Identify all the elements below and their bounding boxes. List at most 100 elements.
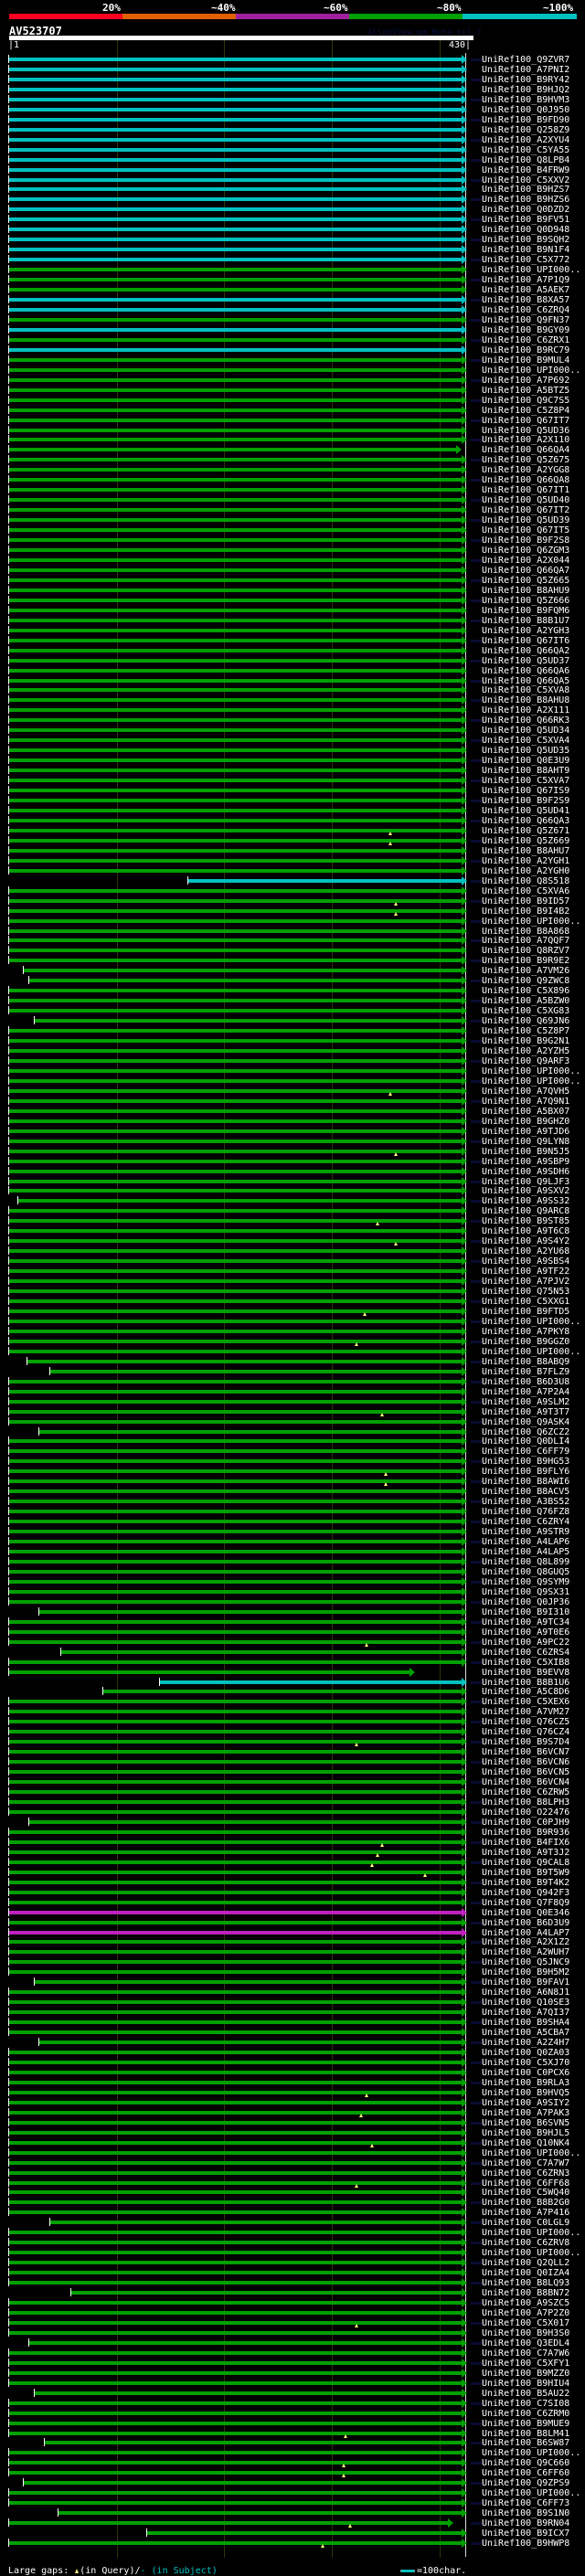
alignment-row[interactable]: UniRef100_A5C8D6 bbox=[0, 1687, 585, 1697]
alignment-bar[interactable] bbox=[9, 1159, 462, 1163]
alignment-bar[interactable] bbox=[9, 268, 462, 272]
hit-label[interactable]: UniRef100_Q5Z671 bbox=[482, 825, 570, 836]
hit-label[interactable]: UniRef100_UPI000.. bbox=[482, 2248, 581, 2259]
alignment-bar[interactable] bbox=[9, 588, 462, 592]
alignment-bar[interactable] bbox=[9, 1710, 462, 1714]
alignment-bar[interactable] bbox=[34, 2390, 462, 2395]
hit-label[interactable]: UniRef100_B9FAV1 bbox=[482, 1977, 570, 1988]
hit-label[interactable]: UniRef100_Q66QA5 bbox=[482, 675, 570, 686]
alignment-bar[interactable] bbox=[9, 1740, 462, 1744]
hit-label[interactable]: UniRef100_B9FD90 bbox=[482, 114, 570, 125]
alignment-bar[interactable] bbox=[9, 1510, 462, 1514]
hit-label[interactable]: UniRef100_Q67IT2 bbox=[482, 505, 570, 516]
hit-label[interactable]: UniRef100_A9T6C8 bbox=[482, 1226, 570, 1237]
hit-label[interactable]: UniRef100_Q67IS9 bbox=[482, 786, 570, 797]
alignment-bar[interactable] bbox=[9, 769, 462, 773]
hit-label[interactable]: UniRef100_Q0DLI4 bbox=[482, 1436, 570, 1447]
alignment-bar[interactable] bbox=[9, 2070, 462, 2074]
hit-label[interactable]: UniRef100_C6ZRM0 bbox=[482, 2408, 570, 2419]
alignment-bar[interactable] bbox=[9, 1169, 462, 1173]
alignment-bar[interactable] bbox=[9, 1540, 462, 1544]
alignment-row[interactable]: UniRef100_B9SHA4 bbox=[0, 2018, 585, 2028]
alignment-row[interactable]: UniRef100_B7FLZ9 bbox=[0, 1366, 585, 1377]
hit-label[interactable]: UniRef100_A2YU68 bbox=[482, 1246, 570, 1257]
alignment-bar[interactable] bbox=[9, 1289, 462, 1294]
alignment-bar[interactable] bbox=[9, 2020, 462, 2025]
hit-label[interactable]: UniRef100_Q69JN6 bbox=[482, 1016, 570, 1027]
alignment-row[interactable]: UniRef100_B9T5W9 bbox=[0, 1867, 585, 1878]
alignment-row[interactable]: UniRef100_UPI000.. bbox=[0, 2248, 585, 2258]
alignment-row[interactable]: UniRef100_B8LPH3 bbox=[0, 1797, 585, 1807]
alignment-bar[interactable] bbox=[9, 167, 462, 172]
alignment-bar[interactable] bbox=[9, 2150, 462, 2155]
hit-label[interactable]: UniRef100_Q66RK3 bbox=[482, 716, 570, 726]
alignment-row[interactable]: UniRef100_A9STR9 bbox=[0, 1527, 585, 1537]
alignment-bar[interactable] bbox=[9, 2080, 462, 2084]
hit-label[interactable]: UniRef100_A9T3J2 bbox=[482, 1847, 570, 1858]
alignment-bar[interactable] bbox=[9, 618, 462, 622]
hit-label[interactable]: UniRef100_A7P2Z0 bbox=[482, 2308, 570, 2318]
alignment-bar[interactable] bbox=[9, 1059, 462, 1063]
alignment-bar[interactable] bbox=[9, 1960, 462, 1965]
alignment-row[interactable]: UniRef100_C6FF79 bbox=[0, 1447, 585, 1457]
hit-label[interactable]: UniRef100_B9ICX7 bbox=[482, 2528, 570, 2539]
alignment-bar[interactable] bbox=[9, 1239, 462, 1244]
alignment-bar[interactable] bbox=[9, 2491, 462, 2496]
alignment-bar[interactable] bbox=[9, 518, 462, 523]
hit-label[interactable]: UniRef100_A9PC22 bbox=[482, 1637, 570, 1648]
hit-label[interactable]: UniRef100_A4LAP7 bbox=[482, 1927, 570, 1938]
alignment-bar[interactable] bbox=[9, 678, 462, 683]
hit-label[interactable]: UniRef100_Q9ZPS9 bbox=[482, 2478, 570, 2489]
hit-label[interactable]: UniRef100_Q5Z669 bbox=[482, 835, 570, 846]
alignment-row[interactable]: UniRef100_C7SI08 bbox=[0, 2398, 585, 2409]
alignment-row[interactable]: UniRef100_B9FAV1 bbox=[0, 1977, 585, 1988]
alignment-row[interactable]: UniRef100_A7Q9N1 bbox=[0, 1096, 585, 1107]
alignment-row[interactable]: UniRef100_A2X044 bbox=[0, 556, 585, 566]
alignment-row[interactable]: UniRef100_C5XG83 bbox=[0, 1006, 585, 1016]
alignment-bar[interactable] bbox=[9, 1579, 462, 1584]
hit-label[interactable]: UniRef100_B8XA57 bbox=[482, 295, 570, 306]
hit-label[interactable]: UniRef100_Q0IZA4 bbox=[482, 2268, 570, 2279]
alignment-row[interactable]: UniRef100_UPI000.. bbox=[0, 2448, 585, 2458]
hit-label[interactable]: UniRef100_C5XIB8 bbox=[482, 1657, 570, 1668]
alignment-row[interactable]: UniRef100_Q0DLI4 bbox=[0, 1436, 585, 1447]
hit-label[interactable]: UniRef100_B6SVN5 bbox=[482, 2117, 570, 2128]
alignment-row[interactable]: UniRef100_B8AHU7 bbox=[0, 845, 585, 856]
hit-label[interactable]: UniRef100_B9H3S0 bbox=[482, 2327, 570, 2338]
alignment-bar[interactable] bbox=[9, 1629, 462, 1634]
hit-label[interactable]: UniRef100_UPI000.. bbox=[482, 2488, 581, 2499]
hit-label[interactable]: UniRef100_B8B1U6 bbox=[482, 1677, 570, 1688]
alignment-bar[interactable] bbox=[9, 2301, 462, 2306]
hit-label[interactable]: UniRef100_C5XXV2 bbox=[482, 175, 570, 186]
alignment-bar[interactable] bbox=[9, 418, 462, 422]
alignment-row[interactable]: UniRef100_B9HZS6 bbox=[0, 195, 585, 205]
alignment-bar[interactable] bbox=[9, 548, 462, 553]
alignment-row[interactable]: UniRef100_B4FIX6 bbox=[0, 1837, 585, 1848]
hit-label[interactable]: UniRef100_B9HIU4 bbox=[482, 2378, 570, 2389]
alignment-bar[interactable] bbox=[9, 658, 462, 663]
hit-label[interactable]: UniRef100_C6ZRY4 bbox=[482, 1517, 570, 1528]
alignment-row[interactable]: UniRef100_C5XEX6 bbox=[0, 1697, 585, 1707]
alignment-bar[interactable] bbox=[9, 1469, 462, 1474]
alignment-row[interactable]: UniRef100_Q66QA3 bbox=[0, 815, 585, 826]
alignment-bar[interactable] bbox=[9, 1229, 462, 1234]
hit-label[interactable]: UniRef100_C5XJ70 bbox=[482, 2058, 570, 2068]
alignment-row[interactable]: UniRef100_Q9ZPS9 bbox=[0, 2478, 585, 2488]
alignment-row[interactable]: UniRef100_A2X110 bbox=[0, 435, 585, 445]
hit-label[interactable]: UniRef100_A7P416 bbox=[482, 2208, 570, 2219]
hit-label[interactable]: UniRef100_C6FF79 bbox=[482, 1447, 570, 1458]
alignment-row[interactable]: UniRef100_Q76FZ8 bbox=[0, 1507, 585, 1517]
alignment-bar[interactable] bbox=[9, 2140, 462, 2145]
hit-label[interactable]: UniRef100_Q0D948 bbox=[482, 225, 570, 236]
alignment-bar[interactable] bbox=[9, 2451, 462, 2455]
alignment-row[interactable]: UniRef100_B9F2S9 bbox=[0, 796, 585, 806]
alignment-row[interactable]: UniRef100_Q9ASK4 bbox=[0, 1416, 585, 1427]
alignment-bar[interactable] bbox=[9, 1839, 462, 1844]
hit-label[interactable]: UniRef100_A9STR9 bbox=[482, 1527, 570, 1538]
alignment-bar[interactable] bbox=[9, 1930, 462, 1935]
hit-label[interactable]: UniRef100_B9ST85 bbox=[482, 1216, 570, 1227]
hit-label[interactable]: UniRef100_B8BN72 bbox=[482, 2288, 570, 2299]
alignment-row[interactable]: UniRef100_C6ZRX1 bbox=[0, 334, 585, 345]
alignment-bar[interactable] bbox=[50, 2221, 462, 2225]
alignment-row[interactable]: UniRef100_B9FTD5 bbox=[0, 1307, 585, 1317]
